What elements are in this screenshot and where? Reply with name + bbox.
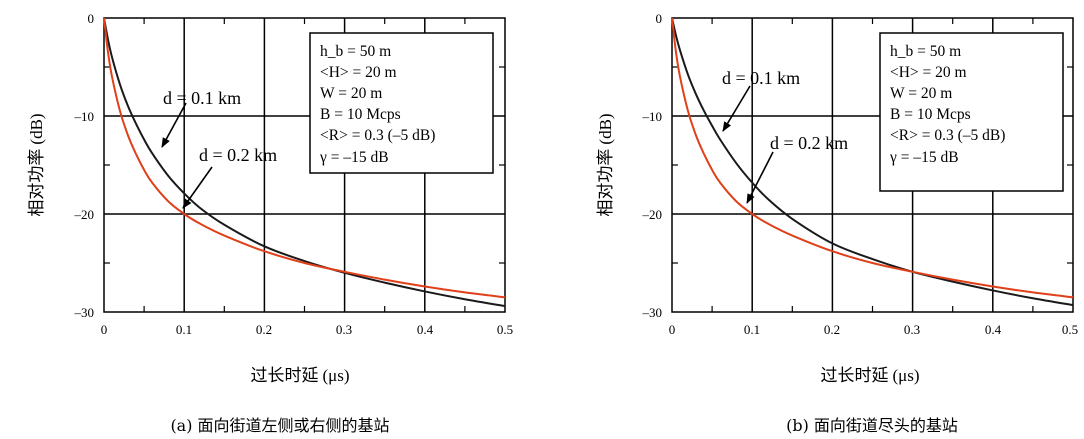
- panel-b: 0 0.1 0.2 0.3 0.4 0.5 0 –10 –20 –30 相对功率…: [596, 11, 1078, 435]
- panel-b-ylabel-text: 相对功率: [596, 149, 616, 217]
- panel-a-y-axis-label: 相对功率 (dB): [27, 113, 47, 216]
- panel-a-ytick: –20: [74, 207, 95, 222]
- panel-a-ytick: –30: [74, 305, 95, 320]
- panel-b-series-d02-red-curve: [671, 17, 1074, 299]
- panel-a-ylabel-text: 相对功率: [27, 149, 47, 217]
- panel-b-xtick: 0.4: [985, 322, 1002, 337]
- panel-a-xlabel-unit: (μs): [322, 366, 349, 385]
- svg-text:相对功率(dB): 相对功率 (dB): [596, 113, 616, 216]
- panel-a-xtick: 0.4: [417, 322, 434, 337]
- panel-a-xlabel-text: 过长时延: [250, 366, 318, 386]
- panel-b-xlabel-text: 过长时延: [820, 366, 888, 386]
- panel-b-annotation-arrow-d01: [722, 85, 751, 132]
- panel-b-param: W = 20 m: [890, 85, 952, 102]
- panel-a: 0 0.1 0.2 0.3 0.4 0.5 0 –10 –20 –30 相对功率…: [27, 11, 513, 435]
- panel-b-series-d01-black-curve: [671, 17, 1074, 307]
- panel-b-param: γ = –15 dB: [889, 149, 959, 166]
- panel-b-annotation-d02: d = 0.2 km: [770, 133, 848, 153]
- panel-a-ylabel-unit: (dB): [27, 113, 46, 144]
- panel-a-ticks: [104, 18, 505, 312]
- panel-b-ytick: 0: [656, 11, 663, 26]
- panel-b-x-axis-label: 过长时延 (μs): [820, 366, 919, 386]
- panel-b-ticks: [672, 18, 1073, 312]
- panel-a-param: <R> = 0.3 (–5 dB): [320, 127, 435, 144]
- panel-a-series-d01-black-curve: [103, 17, 506, 308]
- panel-a-param: h_b = 50 m: [320, 43, 391, 60]
- panel-b-y-axis-label: 相对功率 (dB): [596, 113, 616, 216]
- panel-a-x-axis-label: 过长时延 (μs): [250, 366, 349, 386]
- panel-b-ytick: –20: [642, 207, 663, 222]
- panel-b-param: h_b = 50 m: [890, 43, 961, 60]
- panel-a-param: W = 20 m: [320, 85, 382, 102]
- panel-a-param: γ = –15 dB: [319, 149, 389, 166]
- panel-b-xtick: 0.2: [824, 322, 840, 337]
- panel-b-param: <R> = 0.3 (–5 dB): [890, 127, 1005, 144]
- panel-a-ytick: 0: [88, 11, 95, 26]
- panel-b-xlabel-unit: (μs): [892, 366, 919, 385]
- panel-a-curves: [103, 17, 506, 308]
- panel-b-annotation-d01: d = 0.1 km: [722, 68, 800, 88]
- panel-b-ytick: –30: [642, 305, 663, 320]
- panel-b-ytick: –10: [642, 109, 663, 124]
- panel-a-annotation-d02: d = 0.2 km: [199, 145, 277, 165]
- panel-b-param: B = 10 Mcps: [890, 106, 971, 123]
- panel-a-xtick: 0.2: [256, 322, 272, 337]
- panel-a-series-d02-red-curve: [103, 17, 506, 299]
- panel-b-param: <H> = 20 m: [890, 64, 967, 81]
- panel-a-annotation-arrow-d01: [161, 102, 187, 148]
- panel-a-annotation-arrow-d02: [182, 166, 213, 209]
- panel-a-param: <H> = 20 m: [320, 64, 397, 81]
- panel-a-ytick: –10: [74, 109, 95, 124]
- panel-b-annotation-arrow-d02: [746, 151, 774, 204]
- panel-b-caption: (b) 面向街道尽头的基站: [786, 416, 958, 435]
- panel-a-xtick: 0: [101, 322, 108, 337]
- panel-b-xtick: 0: [669, 322, 676, 337]
- panel-b-ylabel-unit: (dB): [596, 113, 615, 144]
- panel-b-xtick: 0.5: [1062, 322, 1078, 337]
- panel-a-xtick: 0.3: [336, 322, 352, 337]
- svg-text:相对功率(dB): 相对功率 (dB): [27, 113, 47, 216]
- panel-a-xtick: 0.1: [176, 322, 192, 337]
- panel-b-parameter-box: h_b = 50 m <H> = 20 m W = 20 m B = 10 Mc…: [879, 32, 1064, 192]
- panel-b-xtick: 0.1: [744, 322, 760, 337]
- panel-b-xtick: 0.3: [904, 322, 920, 337]
- panel-a-param: B = 10 Mcps: [320, 106, 401, 123]
- panel-b-curves: [671, 17, 1074, 307]
- panel-a-xtick: 0.5: [497, 322, 513, 337]
- panel-a-annotation-d01: d = 0.1 km: [163, 88, 241, 108]
- panel-a-parameter-box: h_b = 50 m <H> = 20 m W = 20 m B = 10 Mc…: [309, 32, 494, 174]
- panel-a-caption: (a) 面向街道左侧或右侧的基站: [170, 416, 389, 435]
